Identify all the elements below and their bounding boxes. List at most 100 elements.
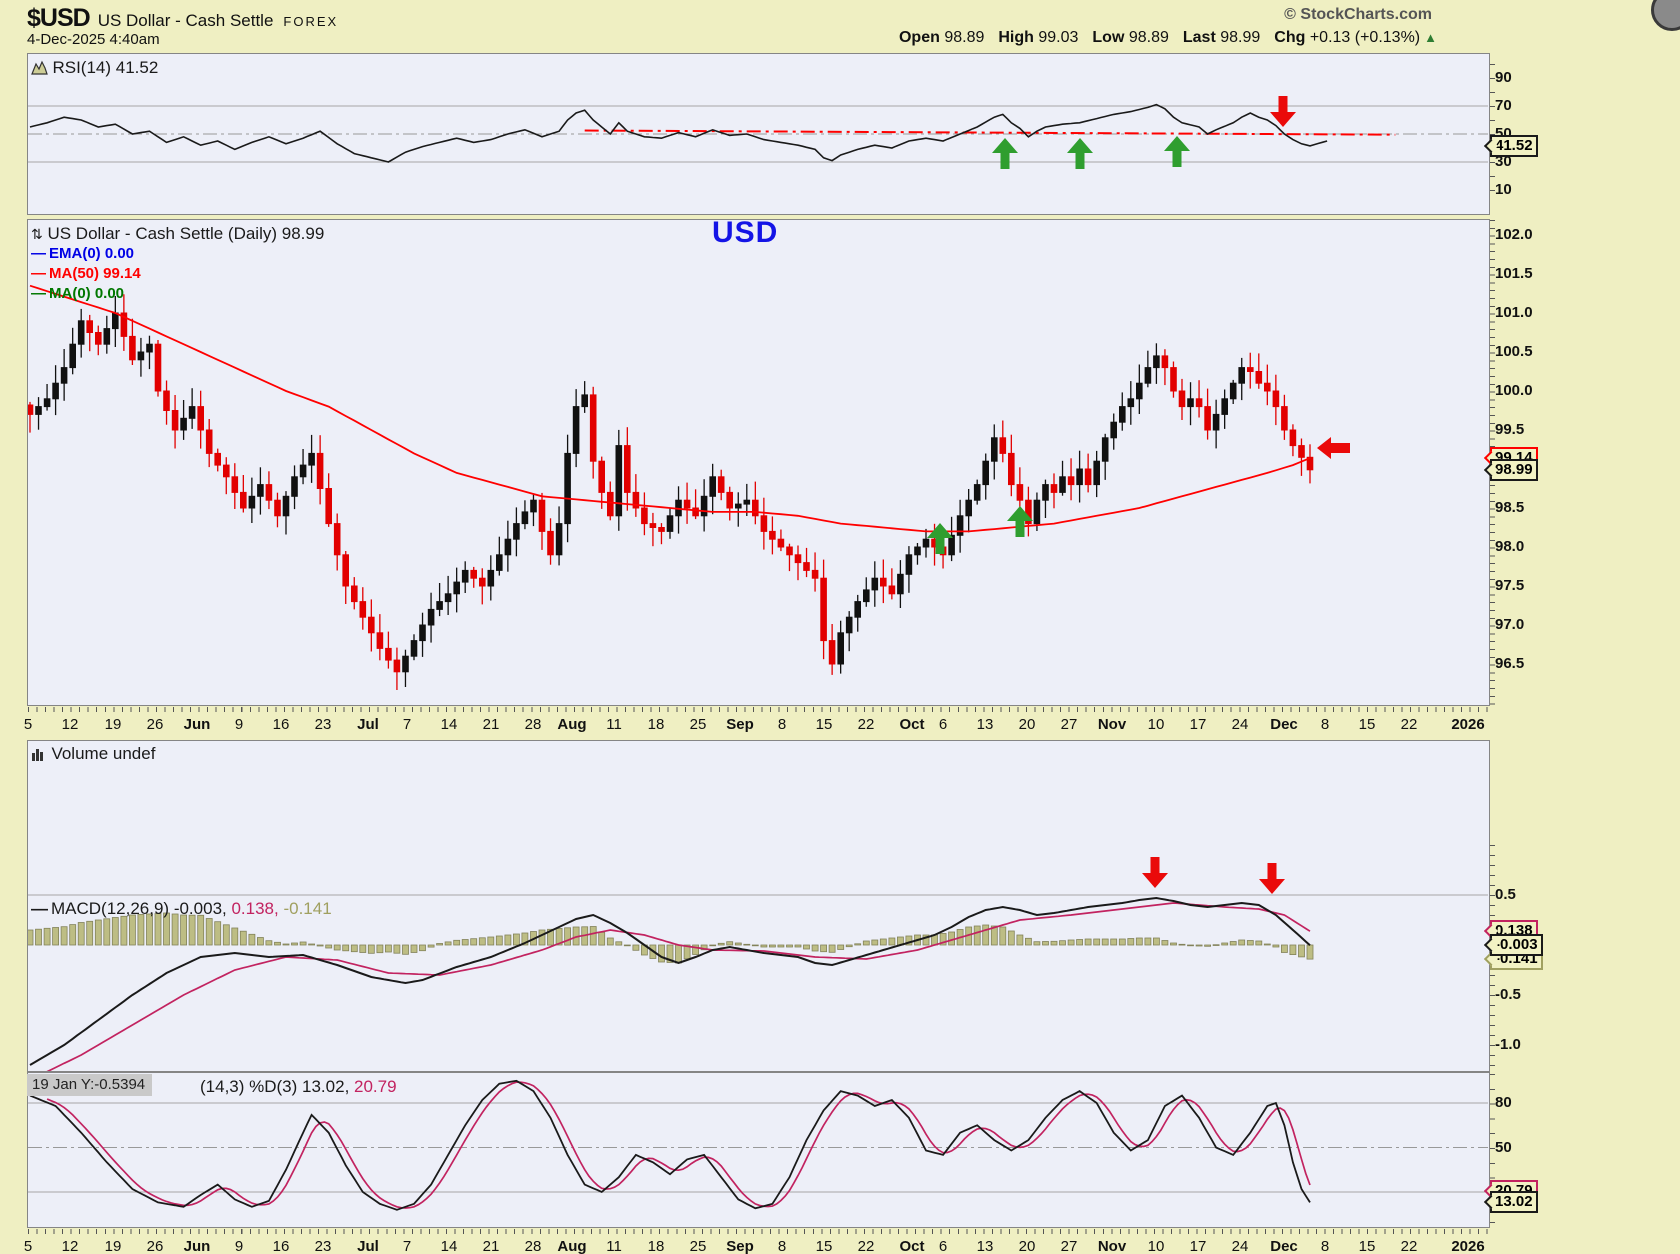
price-ytick-label: 102.0	[1495, 226, 1533, 243]
date-label: 23	[314, 716, 332, 733]
quote-label: High	[998, 29, 1034, 46]
date-label: 16	[272, 716, 290, 733]
date-label: 5	[23, 1238, 33, 1254]
date-label: 24	[1231, 716, 1249, 733]
date-label: 7	[402, 716, 412, 733]
date-label: Jun	[183, 716, 211, 733]
date-axis-ticks-top	[28, 707, 1489, 712]
price-ytick-label: 100.5	[1495, 343, 1533, 360]
date-label: 27	[1060, 716, 1078, 733]
ma0-legend-label: MA(0) 0.00	[49, 285, 125, 302]
ema-legend-label: EMA(0) 0.00	[49, 245, 135, 262]
symbol-watermark: USD	[712, 216, 779, 249]
date-label: Jun	[183, 1238, 211, 1254]
quote-value: 98.89	[939, 29, 985, 46]
macd-ytick-label: -1.0	[1495, 1036, 1521, 1053]
stoch-ytick-label: 50	[1495, 1138, 1512, 1156]
macd-ytick-label: 0.5	[1495, 886, 1516, 903]
price-ytick-label: 98.5	[1495, 499, 1525, 516]
macd-line-swatch: —	[31, 899, 48, 918]
date-label: 14	[440, 716, 458, 733]
rsi-ytick-label: 10	[1495, 180, 1512, 198]
quote-label: Low	[1092, 29, 1125, 46]
date-label: Dec	[1270, 1238, 1298, 1254]
date-label: 20	[1018, 1238, 1036, 1254]
date-label: 18	[647, 716, 665, 733]
date-label: 19	[104, 716, 122, 733]
date-label: 15	[1358, 716, 1376, 733]
date-label: Oct	[899, 716, 925, 733]
date-label: 10	[1147, 1238, 1165, 1254]
change-up-arrow-icon: ▲	[1424, 30, 1437, 45]
chart-datetime: 4-Dec-2025 4:40am	[27, 31, 160, 48]
date-label: 15	[815, 1238, 833, 1254]
date-label: 22	[857, 716, 875, 733]
quote-label: Last	[1182, 29, 1216, 46]
ma0-line-swatch: —	[31, 285, 46, 302]
ema-line-swatch: —	[31, 245, 46, 262]
stoch-d-value: 20.79	[349, 1077, 397, 1096]
date-label: 22	[857, 1238, 875, 1254]
stoch-legend-value: (14,3) %D(3) 13.02,	[200, 1077, 350, 1096]
date-label: 15	[1358, 1238, 1376, 1254]
date-axis-ticks-bottom	[28, 1229, 1489, 1234]
site-logo-icon	[1651, 0, 1680, 31]
rsi-ytick-label: 30	[1495, 152, 1512, 170]
macd-legend-value: MACD(12,26,9) -0.003,	[51, 899, 227, 918]
macd-last-value-callout: -0.003	[1490, 934, 1543, 957]
date-label: 9	[234, 716, 244, 733]
date-label: 5	[23, 716, 33, 733]
date-label: 13	[976, 1238, 994, 1254]
date-label: Dec	[1270, 716, 1298, 733]
date-label: 8	[1320, 1238, 1330, 1254]
date-label: 15	[815, 716, 833, 733]
price-title-label: US Dollar - Cash Settle (Daily) 98.99	[47, 224, 325, 243]
price-ytick-label: 100.0	[1495, 382, 1533, 399]
date-label: 17	[1189, 1238, 1207, 1254]
date-label: Aug	[557, 716, 587, 733]
date-label: Sep	[726, 716, 754, 733]
date-label: 23	[314, 1238, 332, 1254]
stoch-last-value-callout: 13.02	[1490, 1191, 1538, 1214]
rsi-last-value-callout: 41.52	[1490, 134, 1538, 157]
quote-label: Chg	[1274, 29, 1306, 46]
date-label: Nov	[1097, 716, 1127, 733]
date-label: 12	[61, 716, 79, 733]
ma0-legend: — MA(0) 0.00	[31, 284, 324, 304]
date-label: 25	[689, 1238, 707, 1254]
price-ytick-label: 99.5	[1495, 421, 1525, 438]
date-label: 25	[689, 716, 707, 733]
date-label: 11	[606, 716, 622, 733]
ohlc-quote-line: Open 98.89 High 99.03 Low 98.89 Last 98.99 C…	[885, 29, 1437, 47]
date-label: 22	[1400, 716, 1418, 733]
price-ytick-label: 97.0	[1495, 616, 1525, 633]
date-label: 21	[482, 716, 500, 733]
date-label: Aug	[557, 1238, 587, 1254]
date-label: Sep	[726, 1238, 754, 1254]
date-label: 20	[1018, 716, 1036, 733]
date-label: 27	[1060, 1238, 1078, 1254]
rsi-legend-label: RSI(14) 41.52	[52, 58, 159, 77]
rsi-panel	[27, 53, 1490, 215]
date-label: 24	[1231, 1238, 1249, 1254]
date-label: Jul	[357, 716, 379, 733]
date-label: 6	[938, 1238, 948, 1254]
date-label: 18	[647, 1238, 665, 1254]
copyright: © StockCharts.com	[1284, 6, 1432, 23]
price-ytick-label: 101.0	[1495, 304, 1533, 321]
candles-icon: ⇅	[31, 226, 43, 242]
header: $USD US Dollar - Cash Settle FOREX	[27, 4, 338, 33]
rsi-legend: RSI(14) 41.52	[31, 58, 158, 78]
quote-value: 98.99	[1215, 29, 1261, 46]
date-label: 26	[146, 716, 164, 733]
date-label: 8	[777, 1238, 787, 1254]
date-label: 10	[1147, 716, 1165, 733]
ma50-legend: — MA(50) 99.14	[31, 264, 324, 284]
ticker-symbol: $USD	[27, 4, 91, 32]
date-label: 12	[61, 1238, 79, 1254]
volume-legend-label: Volume undef	[51, 744, 156, 763]
date-label: 6	[938, 716, 948, 733]
date-label: 28	[524, 1238, 542, 1254]
date-label: 16	[272, 1238, 290, 1254]
